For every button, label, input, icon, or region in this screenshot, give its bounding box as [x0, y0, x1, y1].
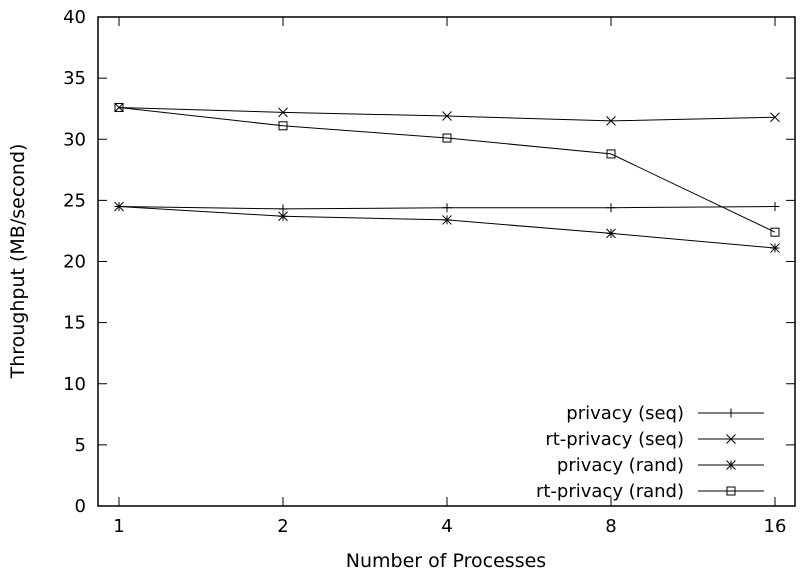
legend-marker	[726, 408, 736, 418]
marker-stroke	[770, 243, 780, 253]
x-tick-label: 16	[764, 516, 787, 537]
marker-stroke	[442, 133, 452, 143]
y-tick-label: 10	[63, 374, 86, 395]
marker-stroke	[278, 107, 288, 118]
data-point	[606, 228, 616, 239]
series-line	[118, 205, 776, 249]
legend-label: rt-privacy (rand)	[536, 481, 684, 502]
ticks-layer: 0 5 10 15 20 25 30 35 40 1 2 4 8 16	[63, 7, 795, 537]
legend-marker	[726, 486, 736, 496]
data-point	[114, 102, 124, 112]
legend-label: rt-privacy (seq)	[545, 429, 684, 450]
legend-entry: rt-privacy (seq)	[545, 429, 764, 450]
marker-stroke	[442, 111, 452, 121]
y-tick-label: 0	[75, 496, 86, 517]
legend-label: privacy (seq)	[566, 403, 684, 424]
marker-stroke	[606, 228, 616, 239]
data-point	[442, 111, 452, 121]
data-point	[278, 107, 288, 118]
marker-stroke	[726, 434, 736, 444]
data-point	[442, 215, 452, 225]
y-tick-label: 5	[75, 435, 86, 456]
legend-entry: rt-privacy (rand)	[536, 481, 764, 502]
marker-stroke	[442, 215, 452, 225]
legend-entry: privacy (rand)	[557, 455, 764, 476]
marker-stroke	[726, 486, 736, 496]
legend-marker	[726, 434, 736, 444]
y-tick-label: 20	[63, 252, 86, 273]
y-tick-label: 30	[63, 129, 86, 150]
marker-stroke	[606, 116, 616, 126]
y-axis-label: Throughput (MB/second)	[7, 144, 29, 380]
data-point	[278, 211, 288, 222]
y-tick-label: 15	[63, 313, 86, 334]
x-axis-label: Number of Processes	[346, 550, 546, 572]
marker-stroke	[114, 201, 124, 212]
series-3	[114, 102, 780, 237]
x-tick-label: 8	[605, 516, 616, 537]
marker-stroke	[770, 112, 780, 123]
series-2	[114, 201, 780, 253]
marker-stroke	[726, 460, 736, 470]
marker-stroke	[114, 102, 124, 112]
marker-stroke	[606, 149, 616, 159]
x-tick-label: 4	[441, 516, 452, 537]
series-line	[118, 106, 776, 233]
data-point	[442, 133, 452, 143]
data-point	[770, 243, 780, 253]
legend-entry: privacy (seq)	[566, 403, 764, 424]
data-point	[606, 149, 616, 159]
data-point	[606, 116, 616, 126]
marker-stroke	[770, 227, 780, 237]
series-layer	[114, 102, 780, 253]
data-point	[770, 201, 780, 211]
series-1	[114, 102, 780, 126]
data-point	[114, 201, 124, 212]
y-tick-label: 40	[63, 7, 86, 28]
legend-label: privacy (rand)	[557, 455, 684, 476]
y-tick-label: 35	[63, 68, 86, 89]
data-point	[770, 112, 780, 123]
legend: privacy (seq) rt-privacy (seq) privacy (ra…	[536, 403, 764, 502]
data-point	[770, 227, 780, 237]
plot-frame	[97, 16, 796, 507]
x-tick-label: 1	[113, 516, 124, 537]
x-tick-label: 2	[277, 516, 288, 537]
y-tick-label: 25	[63, 190, 86, 211]
data-point	[442, 203, 452, 213]
legend-marker	[726, 460, 736, 470]
marker-stroke	[278, 121, 288, 131]
marker-stroke	[278, 211, 288, 222]
data-point	[278, 121, 288, 131]
data-point	[606, 203, 616, 213]
